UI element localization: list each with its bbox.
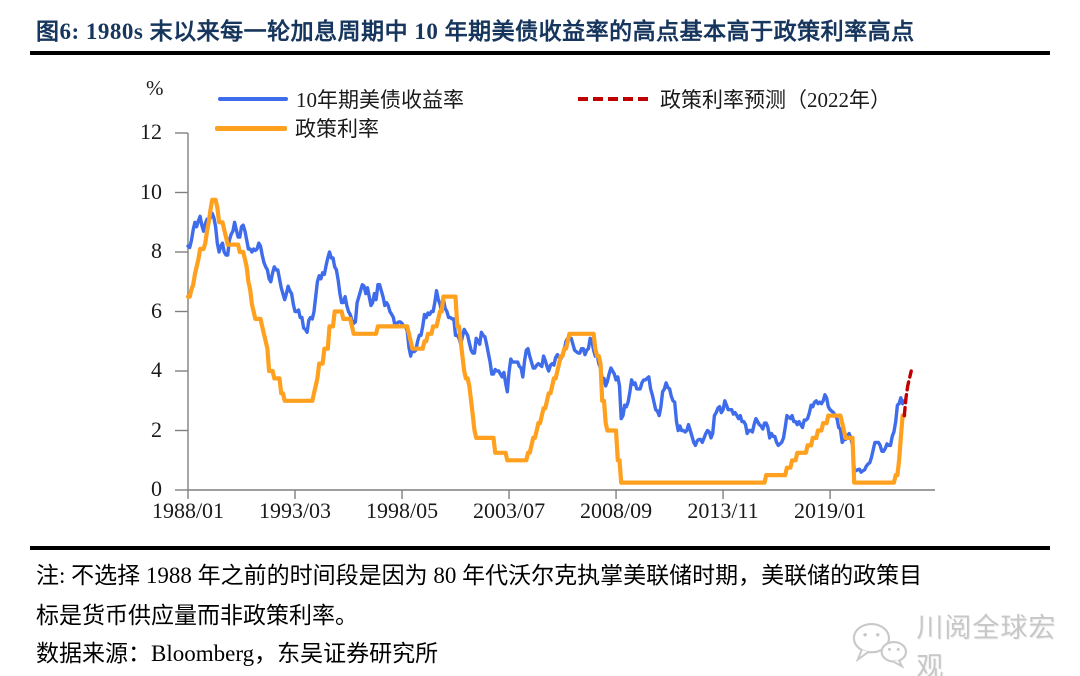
figure-title: 图6: 1980s 末以来每一轮加息周期中 10 年期美债收益率的高点基本高于政… <box>36 19 915 44</box>
y-tick-label: 4 <box>151 357 162 382</box>
x-tick-label: 1998/05 <box>365 498 439 523</box>
figure-note: 注: 不选择 1988 年之前的时间段是因为 80 年代沃尔克执掌美联储时期，美… <box>36 556 922 636</box>
x-tick-label: 1993/03 <box>258 498 332 523</box>
legend-item-policy-rate-forecast: 政策利率预测（2022年） <box>578 84 891 114</box>
y-tick-label: 8 <box>151 238 162 263</box>
policy-rate-line <box>185 197 907 485</box>
x-tick-label: 2019/01 <box>794 498 867 523</box>
x-tick-label: 1988/01 <box>151 498 225 523</box>
y-axis-unit-label: % <box>146 76 164 100</box>
legend-swatch-policy-rate-forecast <box>578 96 652 102</box>
legend-label-policy-rate-forecast: 政策利率预测（2022年） <box>660 88 891 112</box>
legend-label-treasury-yield: 10年期美债收益率 <box>296 88 464 112</box>
y-tick-label: 10 <box>140 178 162 204</box>
y-tick-label: 6 <box>151 297 162 323</box>
y-tick-label: 0 <box>151 476 162 501</box>
y-tick-label: 2 <box>151 416 162 442</box>
wechat-icon <box>852 622 908 669</box>
note-line-1: 注: 不选择 1988 年之前的时间段是因为 80 年代沃尔克执掌美联储时期，美… <box>36 563 923 588</box>
legend-swatch-policy-rate <box>215 125 287 131</box>
bottom-divider <box>30 546 1050 550</box>
treasury-yield-line <box>186 211 906 474</box>
legend-item-treasury-yield: 10年期美债收益率 <box>218 84 464 114</box>
legend-item-policy-rate: 政策利率 <box>215 113 379 143</box>
watermark-text: 川阅全球宏观 <box>916 613 1057 676</box>
note-line-2: 标是货币供应量而非政策利率。 <box>36 603 358 628</box>
legend-label-policy-rate: 政策利率 <box>295 117 379 141</box>
x-tick-label: 2008/09 <box>579 498 653 523</box>
data-source: 数据来源：Bloomberg，东吴证券研究所 <box>36 641 439 666</box>
x-tick-label: 2003/07 <box>472 498 546 523</box>
policy-rate-forecast-line <box>902 369 913 418</box>
x-tick-label: 2013/11 <box>687 498 759 523</box>
watermark: 川阅全球宏观 <box>850 606 1080 676</box>
y-tick-label: 12 <box>140 119 162 144</box>
top-divider <box>30 51 1050 55</box>
legend-swatch-treasury-yield <box>218 97 288 101</box>
